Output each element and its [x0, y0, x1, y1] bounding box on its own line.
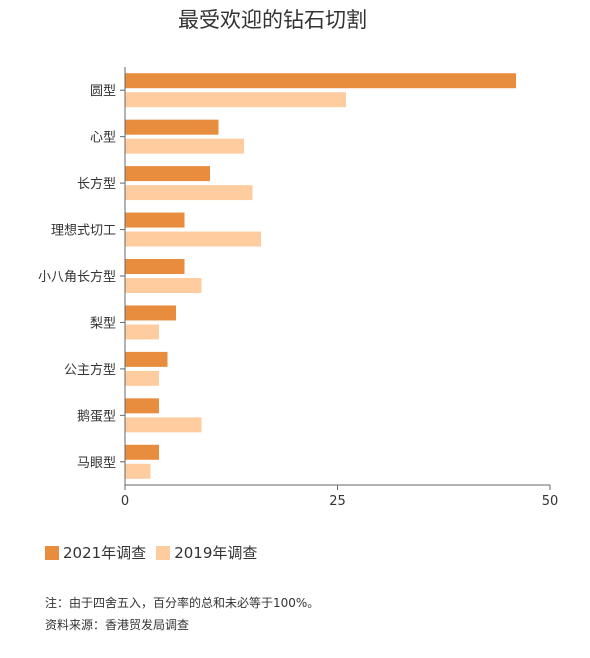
bar-2019-1 [125, 138, 244, 154]
bar-2021-6 [125, 351, 168, 367]
x-tick-label-1: 25 [329, 494, 346, 509]
category-label-6: 公主方型 [64, 362, 116, 378]
bar-2019-8 [125, 463, 151, 479]
category-label-8: 马眼型 [77, 456, 116, 471]
bar-2021-2 [125, 166, 210, 182]
bar-2021-5 [125, 305, 176, 321]
category-label-4: 小八角长方型 [38, 269, 116, 285]
legend-swatch-2021 [45, 545, 59, 560]
x-tick-label-0: 0 [121, 494, 129, 509]
footnotes: 注：由于四舍五入，百分率的总和未必等于100%。 资料来源：香港贸发局调查 [45, 592, 319, 636]
bar-2021-7 [125, 398, 159, 414]
category-label-5: 梨型 [90, 316, 116, 331]
x-tick-label-2: 50 [542, 494, 559, 509]
legend-item-2019[interactable]: 2019年调查 [156, 542, 257, 563]
bar-2019-2 [125, 185, 253, 201]
bar-2021-0 [125, 73, 516, 89]
legend-label-2019: 2019年调查 [174, 544, 258, 562]
bar-2019-4 [125, 278, 202, 293]
bar-2021-8 [125, 444, 159, 460]
category-label-7: 鹅蛋型 [77, 408, 116, 424]
legend-swatch-2019 [156, 545, 171, 560]
source-note: 资料来源：香港贸发局调查 [45, 618, 190, 632]
bars-layer [125, 73, 516, 479]
bar-2019-6 [125, 370, 159, 386]
legend-item-2021[interactable]: 2021年调查 [45, 542, 146, 563]
bar-2021-1 [125, 119, 219, 135]
category-label-0: 圆型 [90, 84, 116, 99]
bar-2019-3 [125, 231, 261, 247]
category-label-3: 理想式切工 [51, 223, 116, 239]
rounding-note: 注：由于四舍五入，百分率的总和未必等于100%。 [45, 596, 320, 610]
bar-2021-3 [125, 212, 185, 228]
category-label-2: 长方型 [77, 176, 116, 192]
bar-2019-0 [125, 92, 346, 108]
bar-2019-7 [125, 417, 202, 433]
category-label-1: 心型 [90, 131, 116, 146]
legend-label-2021: 2021年调查 [63, 544, 147, 562]
chart-title: 最受欢迎的钻石切割 [178, 8, 367, 32]
legend: 2021年调查 2019年调查 [45, 542, 267, 563]
bar-2021-4 [125, 259, 185, 274]
bar-2019-5 [125, 324, 159, 340]
